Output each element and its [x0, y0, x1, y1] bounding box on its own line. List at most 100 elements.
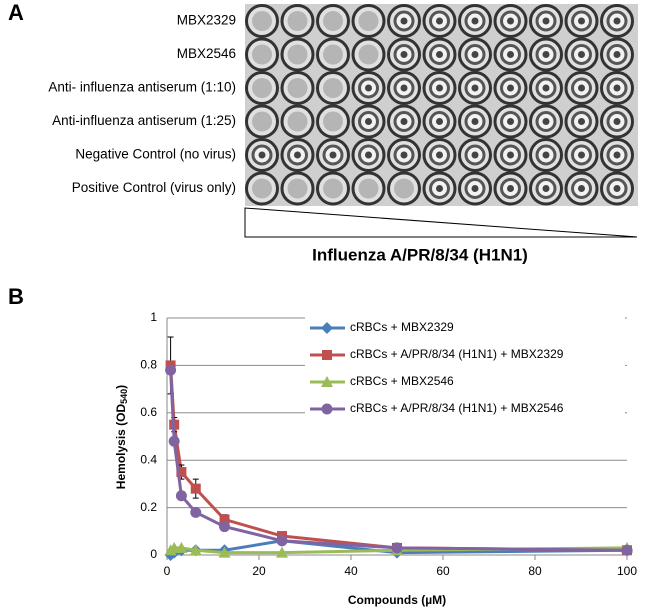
legend-marker — [322, 350, 332, 360]
pellet — [436, 84, 443, 92]
button — [323, 111, 343, 132]
pellet — [507, 51, 514, 58]
x-tick-label: 80 — [528, 564, 542, 578]
gradient-label: Influenza A/PR/8/34 (H1N1) — [312, 245, 528, 264]
pellet — [365, 118, 372, 125]
pellet — [436, 185, 443, 192]
y-tick-label: 0.8 — [140, 358, 157, 372]
x-tick-label: 100 — [617, 564, 637, 578]
button — [252, 78, 272, 98]
legend-label: cRBCs + A/PR/8/34 (H1N1) + MBX2329 — [350, 347, 564, 361]
pellet — [613, 51, 621, 58]
button — [252, 111, 272, 132]
pellet — [578, 185, 585, 192]
legend-label: cRBCs + A/PR/8/34 (H1N1) + MBX2546 — [350, 401, 564, 415]
pellet — [400, 17, 408, 25]
point — [276, 546, 288, 558]
pellet — [258, 151, 266, 159]
pellet — [578, 51, 585, 58]
pellet — [613, 185, 621, 192]
pellet — [471, 118, 479, 125]
pellet — [613, 151, 621, 159]
point — [190, 506, 202, 518]
row-label: Negative Control (no virus) — [75, 147, 236, 162]
legend-label: cRBCs + MBX2546 — [350, 374, 454, 388]
pellet — [400, 51, 408, 58]
series-line — [169, 370, 628, 552]
button — [323, 178, 343, 199]
point — [276, 535, 288, 547]
wells — [245, 4, 634, 206]
panel-label: B — [8, 284, 24, 309]
y-label-suffix: ) — [114, 385, 128, 389]
point — [190, 483, 201, 494]
pellet — [578, 84, 585, 92]
y-tick-label: 0 — [150, 547, 157, 561]
pellet — [471, 151, 479, 159]
pellet — [471, 185, 479, 192]
button — [252, 11, 272, 31]
pellet — [471, 51, 479, 58]
pellet — [329, 151, 337, 159]
x-tick-label: 20 — [252, 564, 266, 578]
pellet — [400, 118, 408, 125]
pellet — [507, 84, 514, 92]
legend-label: cRBCs + MBX2329 — [350, 320, 454, 334]
y-tick-label: 0.6 — [140, 405, 157, 419]
point — [219, 521, 230, 533]
point — [189, 544, 202, 556]
pellet — [542, 17, 550, 25]
pellet — [436, 151, 443, 159]
button — [287, 44, 308, 65]
row-label: MBX2546 — [177, 46, 236, 61]
pellet — [542, 151, 550, 159]
button — [287, 11, 308, 31]
legend-marker — [321, 322, 333, 334]
legend-marker — [321, 403, 333, 415]
button — [358, 44, 379, 65]
button — [323, 78, 343, 98]
button — [323, 11, 343, 31]
x-axis-label: Compounds (µM) — [348, 593, 446, 607]
button — [394, 178, 414, 199]
button — [323, 44, 343, 65]
pellet — [613, 17, 621, 25]
pellet — [294, 151, 301, 159]
pellet — [471, 84, 479, 92]
button — [287, 78, 308, 98]
button — [287, 111, 308, 132]
pellet — [507, 151, 514, 159]
y-tick-label: 0.4 — [140, 452, 157, 466]
pellet — [471, 17, 479, 25]
pellet — [578, 118, 585, 125]
pellet — [542, 118, 550, 125]
point — [165, 364, 177, 376]
point — [218, 546, 231, 558]
pellet — [507, 185, 514, 192]
y-tick-label: 1 — [150, 310, 157, 324]
x-tick-label: 60 — [436, 564, 450, 578]
pellet — [578, 151, 585, 159]
x-tick-label: 40 — [344, 564, 358, 578]
button — [358, 11, 379, 31]
pellet — [542, 51, 550, 58]
gradient-triangle — [244, 207, 638, 238]
pellet — [613, 118, 621, 125]
legend-box — [305, 315, 625, 419]
y-axis-label: Hemolysis (OD540) — [114, 385, 129, 489]
pellet — [400, 151, 408, 159]
point — [175, 541, 188, 553]
row-label: Anti-influenza antiserum (1:25) — [52, 113, 236, 128]
button — [252, 178, 272, 199]
y-label-subscript: 540 — [119, 389, 129, 404]
row-label: MBX2329 — [177, 13, 236, 28]
row-label: Anti- influenza antiserum (1:10) — [48, 80, 236, 95]
pellet — [542, 84, 550, 92]
legend-marker — [321, 376, 333, 387]
panel-label: A — [8, 0, 24, 25]
button — [358, 178, 379, 199]
pellet — [436, 51, 443, 58]
y-label-text: Hemolysis (OD — [114, 404, 128, 490]
button — [252, 44, 272, 65]
